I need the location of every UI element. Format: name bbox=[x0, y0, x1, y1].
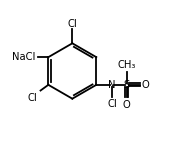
Text: NaCl: NaCl bbox=[12, 52, 36, 62]
Text: O: O bbox=[141, 80, 149, 90]
Text: CH₃: CH₃ bbox=[118, 60, 136, 70]
Text: Cl: Cl bbox=[68, 19, 77, 29]
Text: O: O bbox=[123, 100, 131, 110]
Text: N: N bbox=[108, 80, 116, 90]
Text: Cl: Cl bbox=[28, 93, 38, 103]
Text: Cl: Cl bbox=[107, 99, 117, 109]
Text: S: S bbox=[124, 80, 130, 90]
